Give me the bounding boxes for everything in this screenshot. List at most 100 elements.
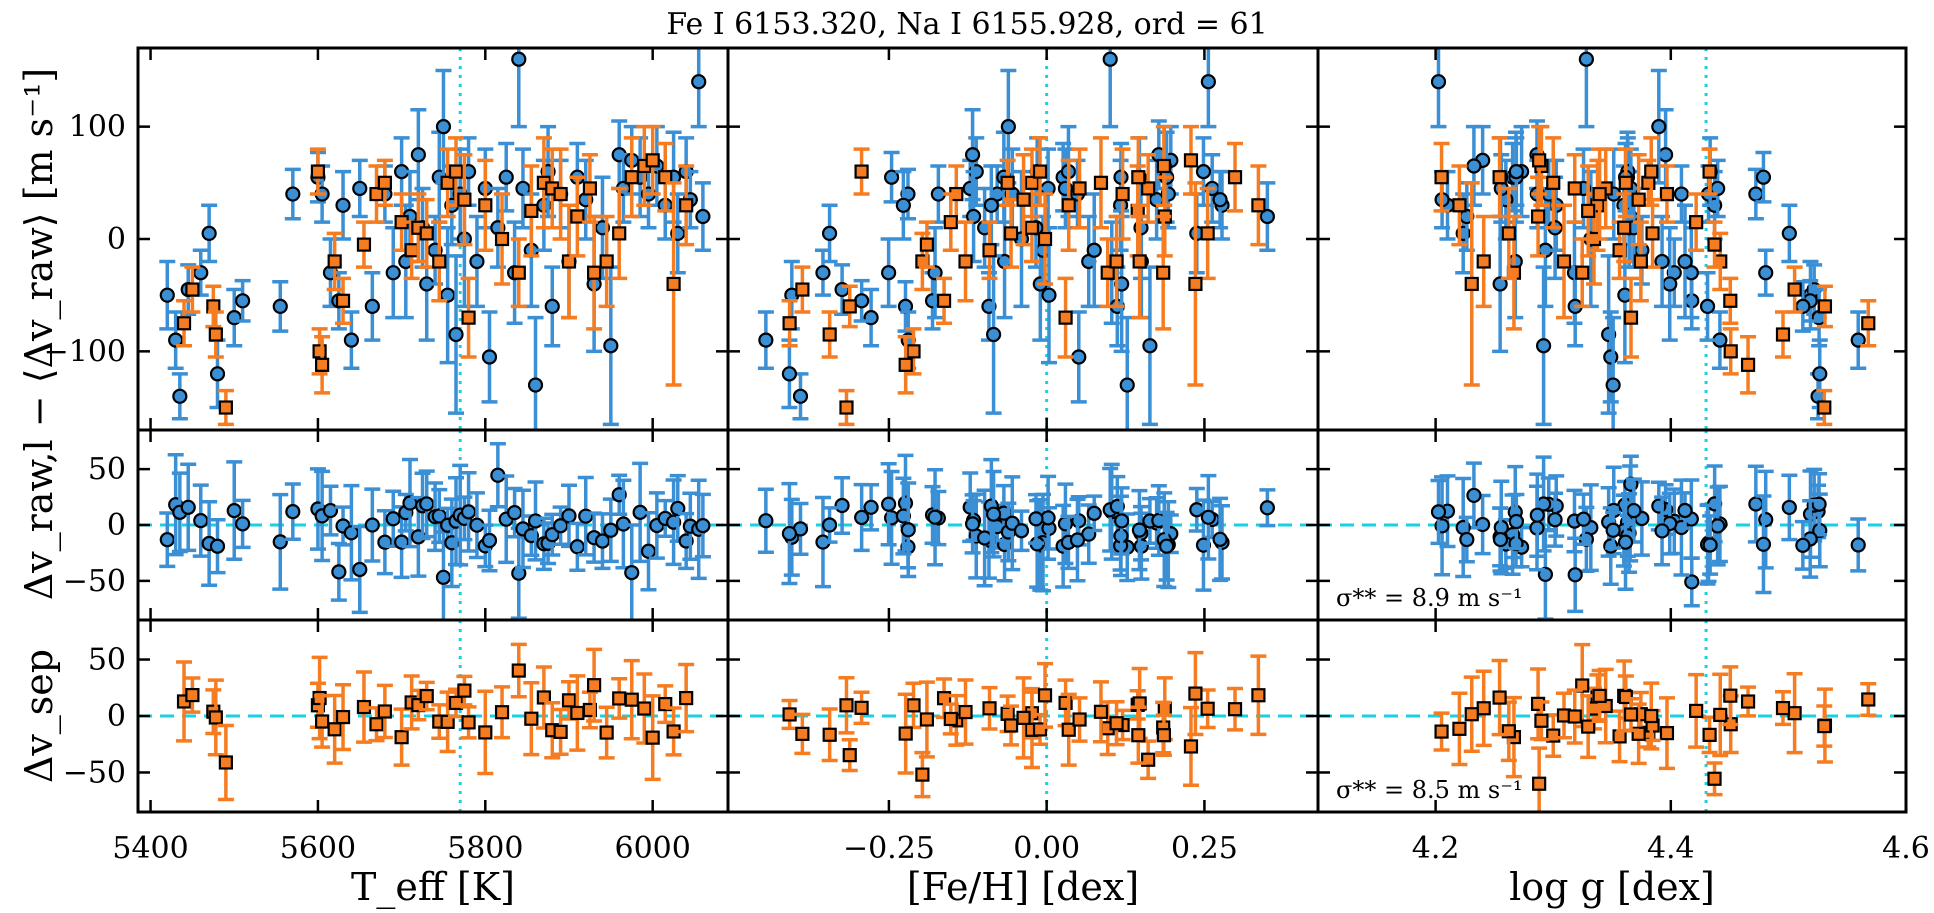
data-point-circle (577, 475, 594, 557)
y-tick-label: 50 (88, 643, 126, 678)
panel-marks (138, 620, 728, 812)
data-point-square (184, 265, 201, 314)
data-point-circle (234, 278, 251, 323)
data-point-square (205, 284, 222, 329)
data-point-square (1740, 334, 1757, 395)
data-point-square (1015, 152, 1032, 247)
panel-feh-sep: −0.25 0.00 0.25 (726, 618, 1320, 866)
data-point-circle (1699, 270, 1716, 342)
data-point-square (665, 181, 682, 387)
data-point-square (1774, 310, 1791, 359)
x-tick-label: 4.4 (1647, 831, 1695, 866)
data-point-square (1114, 147, 1131, 241)
data-point-circle (1430, 48, 1447, 129)
data-point-square (981, 220, 998, 281)
data-point-square (841, 737, 858, 773)
data-point-circle (1508, 492, 1525, 551)
x-tick-label: 0.25 (1171, 831, 1238, 866)
data-point-square (678, 164, 695, 247)
data-point-square (376, 683, 393, 740)
x-tick-label: 5800 (447, 831, 523, 866)
data-point-square (636, 672, 653, 745)
data-point-square (1187, 181, 1204, 387)
data-point-square (376, 158, 393, 208)
data-point-square (1140, 152, 1157, 224)
data-point-square (1250, 164, 1267, 247)
data-point-square (1533, 700, 1550, 742)
data-point-square (1531, 124, 1548, 196)
data-point-square (314, 334, 331, 395)
data-point-circle (1709, 485, 1726, 567)
data-point-circle (1605, 510, 1622, 550)
data-point-square (1860, 299, 1877, 348)
x-axis-labels: T_eff [K] [Fe/H] [dex] log g [dex] (351, 865, 1715, 910)
data-point-circle (1617, 493, 1634, 592)
data-point-circle (1537, 527, 1554, 620)
data-point-square (853, 147, 870, 196)
data-point-circle (351, 158, 368, 219)
data-point-square (176, 299, 193, 348)
data-point-circle (410, 108, 427, 202)
data-point-square (1491, 136, 1508, 219)
data-point-circle (1811, 338, 1828, 410)
data-point-square (1227, 141, 1244, 213)
data-point-circle (1200, 473, 1217, 561)
data-point-square (1701, 147, 1718, 196)
data-point-circle (1625, 477, 1642, 544)
data-point-square (1475, 214, 1492, 309)
panel-feh-resid (726, 428, 1320, 622)
data-point-square (510, 237, 527, 309)
y-tick-label: 0 (107, 222, 126, 257)
data-point-circle (1757, 248, 1774, 297)
data-point-square (1155, 214, 1172, 331)
data-point-circle (1781, 473, 1798, 542)
data-point-circle (1654, 214, 1671, 309)
data-point-circle (602, 497, 619, 564)
data-point-circle (1040, 147, 1057, 230)
data-point-circle (171, 471, 188, 554)
data-point-circle (460, 470, 477, 553)
data-point-circle (1212, 169, 1229, 230)
data-point-square (794, 712, 811, 756)
data-point-circle (927, 226, 944, 320)
data-point-square (1227, 686, 1244, 732)
data-point-circle (1474, 493, 1491, 556)
data-point-square (439, 147, 456, 219)
x-tick-label: 6000 (615, 831, 691, 866)
data-point-circle (1492, 506, 1509, 573)
data-point-circle (201, 203, 218, 264)
data-point-square (1155, 124, 1172, 208)
data-point-square (439, 690, 456, 754)
data-point-circle (757, 310, 774, 370)
data-point-circle (690, 48, 707, 129)
data-point-circle (385, 226, 402, 320)
data-point-square (1591, 147, 1608, 241)
data-point-circle (834, 263, 851, 317)
x-tick-label: 4.2 (1412, 831, 1460, 866)
data-point-square (1566, 152, 1583, 224)
data-point-circle (192, 483, 209, 558)
data-point-square (1130, 705, 1147, 765)
data-point-circle (435, 530, 452, 620)
data-point-circle (1102, 48, 1119, 129)
data-point-square (1433, 711, 1450, 752)
data-point-square (207, 678, 224, 757)
data-point-square (1774, 690, 1791, 727)
data-point-circle (964, 108, 981, 202)
panel-marks (728, 430, 1318, 620)
data-point-square (999, 158, 1016, 208)
data-point-square (936, 677, 953, 720)
data-point-square (1003, 197, 1020, 269)
data-point-circle (272, 492, 289, 591)
x-tick-label: −0.25 (843, 831, 935, 866)
data-point-square (477, 689, 494, 776)
data-point-circle (506, 486, 523, 539)
x-tick-label: 0.00 (1013, 831, 1080, 866)
data-point-circle (234, 498, 251, 550)
data-point-circle (1794, 519, 1811, 571)
data-point-square (1722, 327, 1739, 376)
data-point-square (981, 685, 998, 731)
data-point-square (217, 388, 234, 427)
data-point-square (460, 705, 477, 740)
data-point-circle (1578, 48, 1595, 129)
